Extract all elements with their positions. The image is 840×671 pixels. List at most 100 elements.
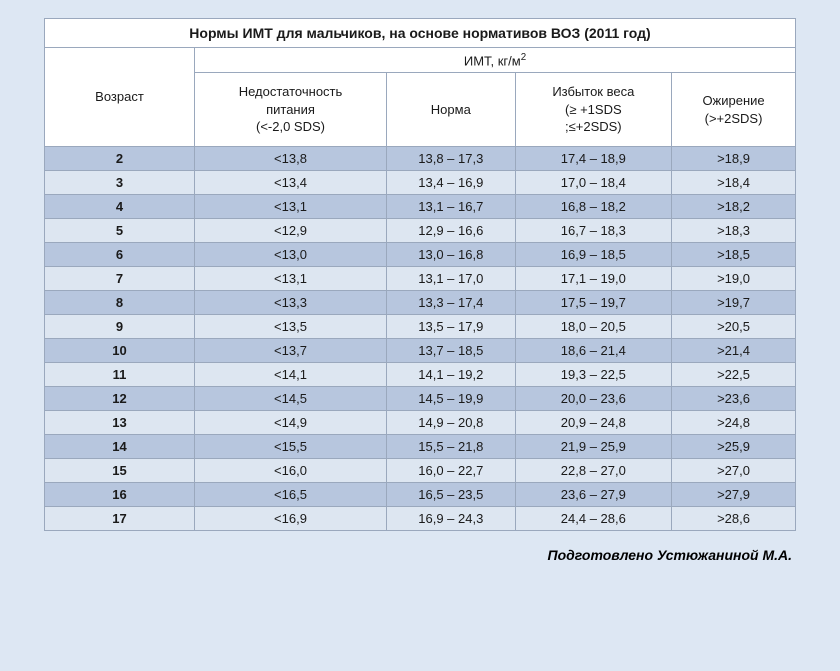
- cell-value: 14,1 – 19,2: [387, 362, 516, 386]
- cell-value: 23,6 – 27,9: [515, 482, 672, 506]
- cell-value: 20,0 – 23,6: [515, 386, 672, 410]
- table-row: 4<13,113,1 – 16,716,8 – 18,2>18,2: [45, 194, 796, 218]
- cell-value: 17,4 – 18,9: [515, 146, 672, 170]
- cell-age: 8: [45, 290, 195, 314]
- cell-value: 24,4 – 28,6: [515, 506, 672, 530]
- cell-value: 16,8 – 18,2: [515, 194, 672, 218]
- cell-value: 17,1 – 19,0: [515, 266, 672, 290]
- cell-value: 19,3 – 22,5: [515, 362, 672, 386]
- table-body: 2<13,813,8 – 17,317,4 – 18,9>18,93<13,41…: [45, 146, 796, 530]
- unit-row: Возраст ИМТ, кг/м2: [45, 48, 796, 73]
- cell-age: 16: [45, 482, 195, 506]
- cell-value: <13,4: [195, 170, 387, 194]
- cell-value: 13,4 – 16,9: [387, 170, 516, 194]
- cell-age: 11: [45, 362, 195, 386]
- cell-value: 13,7 – 18,5: [387, 338, 516, 362]
- cell-value: 13,8 – 17,3: [387, 146, 516, 170]
- cell-value: <15,5: [195, 434, 387, 458]
- cell-value: 14,9 – 20,8: [387, 410, 516, 434]
- cell-value: >19,7: [672, 290, 796, 314]
- cell-value: >22,5: [672, 362, 796, 386]
- credit-line: Подготовлено Устюжаниной М.А.: [0, 539, 840, 563]
- cell-age: 5: [45, 218, 195, 242]
- col-obese: Ожирение(>+2SDS): [672, 73, 796, 147]
- page-wrap: Нормы ИМТ для мальчиков, на основе норма…: [0, 0, 840, 539]
- cell-value: <13,1: [195, 266, 387, 290]
- cell-value: <14,1: [195, 362, 387, 386]
- cell-value: 18,6 – 21,4: [515, 338, 672, 362]
- cell-value: 13,3 – 17,4: [387, 290, 516, 314]
- col-overweight: Избыток веса(≥ +1SDS;≤+2SDS): [515, 73, 672, 147]
- table-row: 14<15,515,5 – 21,821,9 – 25,9>25,9: [45, 434, 796, 458]
- cell-value: 22,8 – 27,0: [515, 458, 672, 482]
- cell-age: 4: [45, 194, 195, 218]
- cell-value: <13,5: [195, 314, 387, 338]
- cell-value: >27,0: [672, 458, 796, 482]
- table-title: Нормы ИМТ для мальчиков, на основе норма…: [45, 19, 796, 48]
- cell-value: 12,9 – 16,6: [387, 218, 516, 242]
- table-row: 9<13,513,5 – 17,918,0 – 20,5>20,5: [45, 314, 796, 338]
- table-row: 12<14,514,5 – 19,920,0 – 23,6>23,6: [45, 386, 796, 410]
- cell-value: <16,9: [195, 506, 387, 530]
- table-row: 10<13,713,7 – 18,518,6 – 21,4>21,4: [45, 338, 796, 362]
- col-normal: Норма: [387, 73, 516, 147]
- title-row: Нормы ИМТ для мальчиков, на основе норма…: [45, 19, 796, 48]
- cell-value: >25,9: [672, 434, 796, 458]
- cell-value: 20,9 – 24,8: [515, 410, 672, 434]
- table-row: 11<14,114,1 – 19,219,3 – 22,5>22,5: [45, 362, 796, 386]
- cell-value: 17,5 – 19,7: [515, 290, 672, 314]
- cell-value: 13,0 – 16,8: [387, 242, 516, 266]
- table-row: 16<16,516,5 – 23,523,6 – 27,9>27,9: [45, 482, 796, 506]
- cell-age: 6: [45, 242, 195, 266]
- cell-value: >18,9: [672, 146, 796, 170]
- cell-value: >23,6: [672, 386, 796, 410]
- cell-value: <13,7: [195, 338, 387, 362]
- table-head: Нормы ИМТ для мальчиков, на основе норма…: [45, 19, 796, 147]
- cell-value: 21,9 – 25,9: [515, 434, 672, 458]
- cell-age: 2: [45, 146, 195, 170]
- cell-value: 15,5 – 21,8: [387, 434, 516, 458]
- cell-value: <13,8: [195, 146, 387, 170]
- unit-label: ИМТ, кг/м2: [195, 48, 796, 73]
- cell-value: >18,5: [672, 242, 796, 266]
- cell-value: 17,0 – 18,4: [515, 170, 672, 194]
- cell-value: <16,0: [195, 458, 387, 482]
- table-row: 13<14,914,9 – 20,820,9 – 24,8>24,8: [45, 410, 796, 434]
- cell-value: <14,9: [195, 410, 387, 434]
- cell-value: >18,3: [672, 218, 796, 242]
- table-row: 17<16,916,9 – 24,324,4 – 28,6>28,6: [45, 506, 796, 530]
- cell-value: 16,9 – 18,5: [515, 242, 672, 266]
- cell-value: >20,5: [672, 314, 796, 338]
- cell-value: 13,5 – 17,9: [387, 314, 516, 338]
- cell-age: 15: [45, 458, 195, 482]
- cell-age: 7: [45, 266, 195, 290]
- cell-value: <16,5: [195, 482, 387, 506]
- cell-value: >19,0: [672, 266, 796, 290]
- cell-value: <13,0: [195, 242, 387, 266]
- col-underweight: Недостаточностьпитания(<-2,0 SDS): [195, 73, 387, 147]
- table-row: 8<13,313,3 – 17,417,5 – 19,7>19,7: [45, 290, 796, 314]
- cell-value: 14,5 – 19,9: [387, 386, 516, 410]
- cell-age: 12: [45, 386, 195, 410]
- table-row: 15<16,016,0 – 22,722,8 – 27,0>27,0: [45, 458, 796, 482]
- cell-value: 13,1 – 17,0: [387, 266, 516, 290]
- cell-age: 10: [45, 338, 195, 362]
- table-row: 2<13,813,8 – 17,317,4 – 18,9>18,9: [45, 146, 796, 170]
- age-header: Возраст: [45, 48, 195, 147]
- cell-value: 13,1 – 16,7: [387, 194, 516, 218]
- cell-age: 14: [45, 434, 195, 458]
- cell-value: <13,3: [195, 290, 387, 314]
- cell-value: 16,5 – 23,5: [387, 482, 516, 506]
- table-row: 7<13,113,1 – 17,017,1 – 19,0>19,0: [45, 266, 796, 290]
- cell-value: >18,2: [672, 194, 796, 218]
- cell-value: >18,4: [672, 170, 796, 194]
- cell-value: >24,8: [672, 410, 796, 434]
- table-row: 6<13,013,0 – 16,816,9 – 18,5>18,5: [45, 242, 796, 266]
- cell-value: <14,5: [195, 386, 387, 410]
- cell-value: <13,1: [195, 194, 387, 218]
- cell-value: 16,7 – 18,3: [515, 218, 672, 242]
- table-row: 3<13,413,4 – 16,917,0 – 18,4>18,4: [45, 170, 796, 194]
- cell-age: 17: [45, 506, 195, 530]
- cell-value: >27,9: [672, 482, 796, 506]
- cell-age: 13: [45, 410, 195, 434]
